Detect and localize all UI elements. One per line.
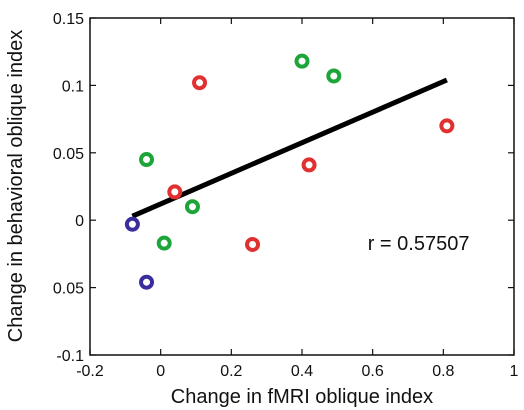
scatter-point: [301, 157, 317, 173]
x-tick-label: 0.4: [291, 363, 313, 380]
scatter-point: [245, 236, 261, 252]
scatter-point: [439, 118, 455, 134]
scatter-point: [294, 53, 310, 69]
scatter-point: [139, 152, 155, 168]
x-tick-label: -0.2: [76, 363, 104, 380]
y-tick-label: 0.05: [53, 281, 84, 298]
scatter-point: [184, 199, 200, 215]
data-points: [124, 53, 455, 290]
y-tick-label: -0.1: [56, 348, 84, 365]
x-tick-label: 1: [510, 363, 519, 380]
scatter-point: [124, 216, 140, 232]
x-tick-label: 0.2: [220, 363, 242, 380]
plot-area-frame: [89, 17, 515, 356]
x-tick-label: 0.6: [362, 363, 384, 380]
y-tick-label: 0.05: [53, 146, 84, 163]
x-tick-label: 0: [156, 363, 165, 380]
x-axis-title: Change in fMRI oblique index: [171, 386, 433, 408]
scatter-point: [326, 68, 342, 84]
scatter-point: [156, 235, 172, 251]
regression-fit-line: [131, 77, 448, 219]
scatter-point: [139, 274, 155, 290]
axis-ticks: [89, 17, 515, 356]
tick-labels: -0.2 0 0.2 0.4 0.6 0.8 1 -0.1 0.05 0 0.05 0.1 0.15: [53, 11, 519, 380]
scatter-point: [192, 75, 208, 91]
y-axis-title: Change in behavioral oblique index: [5, 30, 27, 342]
scatter-point: [167, 184, 183, 200]
y-tick-label: 0.15: [53, 11, 84, 28]
correlation-annotation: r = 0.57507: [368, 233, 470, 255]
y-tick-label: 0.1: [62, 78, 84, 95]
x-tick-label: 0.8: [432, 363, 454, 380]
y-tick-label: 0: [75, 213, 84, 230]
